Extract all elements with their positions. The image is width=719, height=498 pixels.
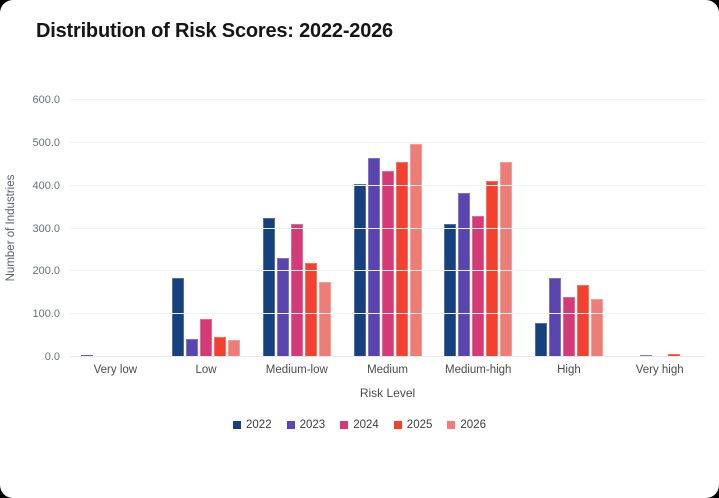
bar-2023-very-high (639, 354, 652, 357)
bar-group-very-low (70, 100, 161, 357)
bar-2025-very-high (667, 354, 680, 357)
legend: 2022 2023 2024 2025 2026 (0, 419, 719, 431)
bar-2022-medium-low (262, 217, 275, 357)
gridline-200 (70, 270, 705, 272)
x-tick-high: High (557, 364, 581, 376)
bar-2024-medium (381, 170, 394, 357)
legend-swatch-2023 (286, 421, 295, 429)
bar-2023-medium-low (276, 258, 289, 357)
bar-2026-low (228, 340, 241, 357)
x-tick-medium: Medium (367, 364, 408, 376)
legend-label-2026: 2026 (460, 419, 486, 431)
bar-2023-medium-high (458, 192, 471, 357)
bar-2026-medium (409, 144, 422, 357)
bar-2025-high (576, 285, 589, 357)
bar-2022-very-low (81, 354, 94, 357)
gridline-500 (70, 141, 705, 143)
legend-item-2022[interactable]: 2022 (233, 419, 272, 431)
legend-item-2023[interactable]: 2023 (286, 419, 326, 431)
bar-group-high (524, 100, 615, 357)
gridline-300 (70, 227, 705, 229)
y-tick-600.0: 600.0 (32, 94, 60, 106)
y-axis-tick-labels: 0.0 100.0 200.0 300.0 400.0 500.0 600.0 (0, 94, 60, 363)
bar-group-medium-low (251, 100, 342, 357)
x-tick-very-low: Very low (93, 364, 138, 376)
legend-label-2022: 2022 (246, 419, 272, 431)
bar-2023-high (548, 278, 561, 357)
bar-2023-medium (367, 157, 380, 357)
gridline-100 (70, 313, 705, 315)
plot-area (70, 99, 705, 357)
bar-2022-medium-high (444, 224, 457, 357)
x-tick-low: Low (195, 364, 217, 376)
x-tick-medium-high: Medium-high (444, 364, 512, 376)
bar-2026-medium-high (500, 162, 513, 357)
bar-2026-medium-low (318, 281, 331, 357)
y-tick-200.0: 200.0 (32, 265, 60, 278)
y-tick-400.0: 400.0 (32, 179, 60, 192)
bar-group-medium-high (433, 100, 524, 357)
bar-2026-high (590, 299, 603, 357)
y-tick-300.0: 300.0 (32, 222, 60, 235)
bar-2024-low (200, 319, 213, 357)
legend-swatch-2026 (447, 421, 456, 429)
bar-2022-high (534, 323, 547, 357)
legend-item-2025[interactable]: 2025 (393, 419, 433, 431)
bar-2025-low (214, 336, 227, 357)
bar-group-very-high (614, 100, 705, 357)
y-tick-500.0: 500.0 (32, 136, 60, 149)
bar-group-low (161, 100, 252, 357)
legend-label-2023: 2023 (299, 419, 326, 431)
legend-swatch-2022 (233, 421, 242, 429)
bar-2024-medium-high (472, 216, 485, 357)
legend-label-2024: 2024 (353, 419, 379, 431)
bar-groups (70, 100, 705, 357)
chart-title: Distribution of Risk Scores: 2022-2026 (36, 20, 393, 42)
gridline-400 (70, 184, 705, 186)
x-tick-medium-low: Medium-low (265, 364, 328, 376)
bar-2025-medium-low (304, 263, 317, 357)
bar-2024-high (562, 297, 575, 357)
gridline-600 (70, 99, 705, 100)
legend-item-2026[interactable]: 2026 (447, 419, 486, 431)
bar-2023-low (186, 339, 199, 357)
legend-label-2025: 2025 (406, 419, 433, 431)
y-tick-100.0: 100.0 (32, 308, 60, 321)
legend-swatch-2024 (340, 421, 349, 429)
legend-swatch-2025 (393, 421, 402, 429)
bar-2024-medium-low (290, 223, 303, 357)
legend-item-2024[interactable]: 2024 (340, 419, 379, 431)
x-tick-very-high: Very high (635, 364, 684, 376)
bar-2025-medium (395, 161, 408, 357)
x-axis-tick-labels: Very low Low Medium-low Medium Medium-high Hi… (70, 364, 705, 376)
gridline-0 (70, 356, 705, 357)
bar-group-medium (342, 100, 433, 357)
bar-2022-low (172, 278, 185, 357)
bar-2025-medium-high (486, 180, 499, 357)
y-tick-0.0: 0.0 (44, 351, 60, 363)
x-axis-title: Risk Level (359, 386, 416, 400)
